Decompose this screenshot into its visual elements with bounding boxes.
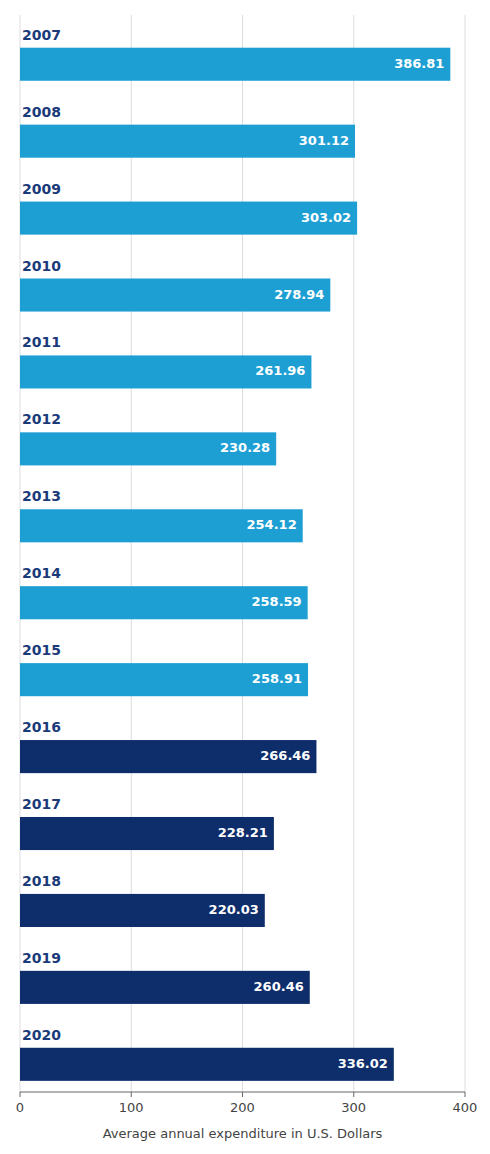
grid-line xyxy=(465,15,466,1092)
bar xyxy=(20,125,355,158)
bar xyxy=(20,740,316,773)
tick-mark xyxy=(131,1092,132,1097)
data-label: 386.81 xyxy=(394,56,444,71)
tick-label: 300 xyxy=(341,1100,366,1115)
chart-container: 2007 2008 2009 2010 2011 2012 2013 2014 2015 2016… xyxy=(0,0,490,1154)
grid-line xyxy=(20,15,21,1092)
data-label: 220.03 xyxy=(209,902,259,917)
data-label: 336.02 xyxy=(338,1056,388,1071)
labels: 2007 2008 2009 2010 2011 2012 2013 2014 2015 2016… xyxy=(22,27,444,1071)
x-axis: 0 100 200 300 400 Average annual expenditure … xyxy=(16,1092,478,1141)
category-label: 2019 xyxy=(22,950,61,966)
category-label: 2018 xyxy=(22,873,61,889)
data-label: 303.02 xyxy=(301,210,351,225)
category-label: 2017 xyxy=(22,796,61,812)
data-label: 258.91 xyxy=(252,671,302,686)
tick-mark xyxy=(353,1092,354,1097)
data-label: 254.12 xyxy=(247,517,297,532)
bar xyxy=(20,894,265,927)
tick-label: 100 xyxy=(119,1100,144,1115)
bar xyxy=(20,202,357,235)
chart: 2007 2008 2009 2010 2011 2012 2013 2014 2015 2016… xyxy=(0,0,490,1154)
bar xyxy=(20,586,308,619)
grid-line xyxy=(131,15,132,1092)
data-label: 258.59 xyxy=(252,594,302,609)
tick-mark xyxy=(465,1092,466,1097)
bar xyxy=(20,663,308,696)
data-label: 228.21 xyxy=(218,825,268,840)
bar xyxy=(20,509,303,542)
category-label: 2009 xyxy=(22,181,61,197)
grid-line xyxy=(242,15,243,1092)
bar xyxy=(20,1048,394,1081)
category-label: 2014 xyxy=(22,565,61,581)
tick-label: 0 xyxy=(16,1100,24,1115)
data-label: 260.46 xyxy=(254,979,304,994)
tick-mark xyxy=(242,1092,243,1097)
category-label: 2016 xyxy=(22,719,61,735)
data-label: 278.94 xyxy=(274,287,324,302)
tick-mark xyxy=(20,1092,21,1097)
data-label: 301.12 xyxy=(299,133,349,148)
tick-label: 400 xyxy=(453,1100,478,1115)
category-label: 2008 xyxy=(22,104,61,120)
data-label: 266.46 xyxy=(260,748,310,763)
bar xyxy=(20,817,274,850)
grid xyxy=(20,15,465,1092)
category-label: 2007 xyxy=(22,27,61,43)
category-label: 2013 xyxy=(22,488,61,504)
category-label: 2015 xyxy=(22,642,61,658)
bar xyxy=(20,432,276,465)
data-label: 261.96 xyxy=(255,363,305,378)
bars xyxy=(20,48,450,1081)
category-label: 2010 xyxy=(22,258,61,274)
category-label: 2011 xyxy=(22,334,61,350)
bar xyxy=(20,48,450,81)
category-label: 2012 xyxy=(22,411,61,427)
tick-label: 200 xyxy=(230,1100,255,1115)
bar xyxy=(20,971,310,1004)
bar xyxy=(20,355,311,388)
category-label: 2020 xyxy=(22,1027,61,1043)
data-label: 230.28 xyxy=(220,440,270,455)
bar xyxy=(20,278,330,311)
x-axis-label: Average annual expenditure in U.S. Dolla… xyxy=(103,1126,383,1141)
grid-line xyxy=(353,15,354,1092)
